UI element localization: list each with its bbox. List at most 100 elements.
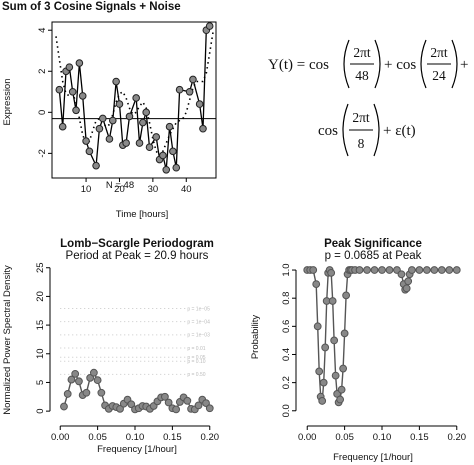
- paren-close-2: [451, 39, 458, 89]
- term3-numerator: 2πt: [352, 110, 370, 125]
- observed-point: [75, 59, 84, 67]
- observed-point: [162, 165, 171, 174]
- significance-point: [321, 343, 330, 352]
- significance-level-label: p = 1e−03: [187, 333, 210, 339]
- observed-points: [55, 22, 214, 174]
- periodogram-point: [82, 388, 91, 397]
- significance-title: Peak Significance: [324, 238, 422, 250]
- periodogram-x-tick-label: 0.15: [163, 432, 182, 443]
- paren-open-2: [420, 39, 427, 89]
- periodogram-point: [63, 390, 72, 398]
- observed-point: [185, 87, 194, 96]
- significance-point: [337, 385, 346, 394]
- periodogram-point: [86, 373, 95, 382]
- periodogram-point: [127, 400, 136, 409]
- periodogram-point: [161, 392, 169, 401]
- periodogram-point: [97, 388, 106, 397]
- time-series-y-tick-label: 2: [37, 69, 48, 74]
- observed-point: [65, 63, 74, 71]
- observed-point: [142, 108, 150, 117]
- significance-point: [339, 364, 348, 373]
- significance-subtitle: p = 0.0685 at Peak: [325, 250, 422, 262]
- periodogram-x-axis: 0.00 0.05 0.10 0.15 0.20: [51, 425, 219, 443]
- significance-point: [319, 378, 328, 387]
- significance-x-tick-label: 0.20: [448, 432, 467, 443]
- significance-x-axis: 0.00 0.05 0.10 0.15 0.20: [298, 425, 467, 443]
- observed-point: [78, 92, 87, 100]
- significance-y-tick-label: 0.2: [281, 376, 292, 389]
- observed-point: [199, 124, 207, 133]
- significance-point: [318, 397, 327, 405]
- observed-point: [159, 151, 167, 160]
- observed-point: [68, 87, 77, 96]
- periodogram-title: Lomb−Scargle Periodogram: [60, 238, 214, 250]
- time-series-x-tick-label: 40: [181, 184, 192, 195]
- observed-point: [165, 122, 174, 131]
- significance-point: [397, 270, 406, 279]
- observed-point: [105, 135, 114, 143]
- observed-point: [172, 163, 181, 172]
- observed-point: [132, 94, 140, 102]
- significance-y-tick-label: 0.0: [281, 404, 292, 417]
- sample-size-annotation: N = 48: [106, 180, 134, 191]
- periodogram-y-tick-label: 15: [35, 320, 46, 331]
- significance-point: [422, 266, 431, 274]
- periodogram-y-tick-label: 20: [35, 291, 46, 302]
- significance-y-tick-label: 0.8: [281, 292, 292, 305]
- observed-point: [169, 147, 177, 156]
- periodogram-y-tick-label: 10: [35, 348, 46, 359]
- significance-point: [404, 277, 413, 286]
- observed-point: [95, 124, 104, 133]
- significance-point: [430, 266, 439, 274]
- time-series-y-tick-label: 4: [37, 28, 48, 33]
- observed-point: [189, 75, 197, 84]
- observed-point: [175, 85, 184, 94]
- significance-point: [363, 266, 371, 274]
- time-series-x-tick-label: 10: [81, 184, 92, 195]
- periodogram-point: [183, 396, 192, 405]
- observed-point: [195, 100, 204, 108]
- observed-point: [92, 161, 100, 170]
- observed-point: [139, 118, 147, 127]
- periodogram-point: [172, 405, 181, 414]
- significance-point: [340, 329, 349, 338]
- significance-y-tick-label: 0.4: [281, 348, 292, 361]
- periodogram-x-tick-label: 0.10: [126, 432, 145, 443]
- observed-point: [112, 77, 120, 86]
- significance-level-label: p = 0.10: [187, 359, 205, 365]
- observed-point: [135, 139, 144, 147]
- significance-point: [315, 367, 324, 376]
- periodogram-y-tick-label: 5: [35, 380, 46, 385]
- observed-point: [58, 122, 67, 131]
- paren-close-3: [373, 103, 380, 157]
- significance-point: [445, 266, 454, 274]
- significance-x-tick-label: 0.05: [335, 432, 354, 443]
- equation-term3-prefix: cos: [318, 123, 338, 139]
- significance-level-label: p = 0.01: [187, 346, 205, 352]
- periodogram-y-tick-label: 0: [35, 408, 46, 413]
- observed-point: [108, 116, 117, 125]
- observed-point: [115, 100, 124, 108]
- observed-point: [152, 133, 161, 141]
- significance-point: [312, 280, 321, 289]
- time-series-x-label: Time [hours]: [116, 209, 168, 220]
- model-equation: Y(t) = cos 2πt 48 + cos 2πt 24 + cos 2πt…: [268, 39, 468, 157]
- observed-point: [122, 139, 130, 147]
- significance-point: [355, 266, 364, 274]
- time-series-y-label: Expression: [2, 79, 13, 126]
- time-series-y-tick-label: -2: [37, 149, 48, 157]
- significance-point: [370, 266, 379, 274]
- significance-level-label: p = 0.05: [187, 355, 205, 361]
- significance-level-label: p = 0.50: [187, 372, 205, 378]
- significance-y-axis: 0.0 0.2 0.4 0.6 0.8 1.0: [281, 263, 297, 417]
- term1-numerator: 2πt: [353, 45, 371, 60]
- significance-point: [437, 266, 446, 274]
- periodogram-point: [71, 369, 80, 378]
- periodogram-point: [75, 377, 83, 386]
- significance-x-tick-label: 0.15: [410, 432, 429, 443]
- term2-numerator: 2πt: [430, 45, 448, 60]
- significance-point: [342, 291, 351, 300]
- periodogram-point: [202, 399, 210, 408]
- periodogram-point: [194, 401, 203, 410]
